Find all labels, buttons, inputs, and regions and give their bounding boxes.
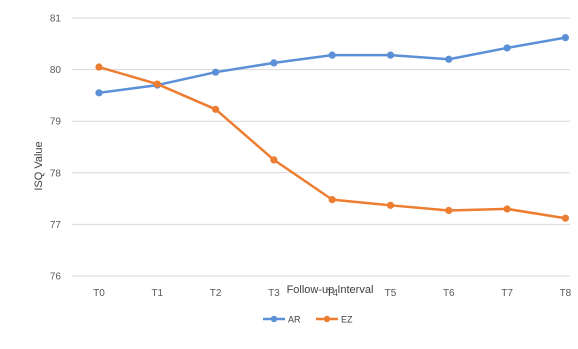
- gridlines: [72, 17, 570, 277]
- y-tick-label: 76: [50, 272, 62, 283]
- series-line-EZ: [98, 65, 566, 220]
- y-tick-label: 81: [50, 14, 62, 25]
- data-point-EZ: [386, 201, 395, 209]
- y-tick-label: 78: [50, 168, 62, 179]
- legend-item-AR: AR: [263, 315, 301, 325]
- data-point-EZ: [270, 156, 278, 164]
- data-point-AR: [270, 59, 278, 67]
- legend-label: EZ: [341, 315, 353, 325]
- x-tick-label: T1: [151, 288, 163, 299]
- x-tick-label: T6: [443, 288, 455, 299]
- x-axis-title: Follow-up Interval: [287, 284, 374, 296]
- data-point-EZ: [561, 214, 570, 222]
- y-tick-labels: 76 77 78 79 80 81: [50, 14, 62, 283]
- data-point-AR: [328, 51, 336, 59]
- series-line-AR: [98, 36, 566, 95]
- data-point-EZ: [328, 196, 336, 204]
- data-point-AR: [561, 34, 570, 42]
- x-tick-labels: T0 T1 T2 T3 T4 T5 T6 T7 T8: [93, 288, 572, 299]
- x-tick-label: T2: [210, 288, 222, 299]
- y-tick-label: 77: [50, 220, 62, 231]
- data-point-AR: [445, 55, 453, 63]
- legend-item-EZ: EZ: [316, 315, 353, 325]
- data-point-EZ: [445, 206, 453, 215]
- data-point-AR: [503, 44, 511, 52]
- data-point-EZ: [153, 80, 161, 88]
- data-point-EZ: [95, 63, 103, 71]
- y-tick-label: 80: [50, 65, 62, 76]
- data-point-AR: [95, 89, 103, 97]
- y-axis-title: ISQ Value: [33, 141, 45, 190]
- series-EZ: [95, 63, 570, 222]
- x-tick-label: T4: [326, 288, 338, 299]
- x-tick-label: T3: [268, 288, 280, 299]
- x-tick-label: T7: [501, 288, 513, 299]
- data-point-AR: [212, 68, 220, 76]
- series-lines: [95, 34, 570, 222]
- legend-label: AR: [288, 315, 301, 325]
- data-point-EZ: [503, 205, 511, 213]
- legend: AR EZ: [263, 315, 353, 325]
- x-tick-label: T0: [93, 288, 105, 299]
- x-tick-label: T8: [560, 288, 572, 299]
- legend-marker-icon: [323, 315, 331, 323]
- legend-marker-icon: [270, 315, 278, 323]
- data-point-AR: [386, 51, 395, 59]
- data-point-EZ: [212, 105, 220, 113]
- y-tick-label: 79: [50, 117, 62, 128]
- x-tick-label: T5: [385, 288, 397, 299]
